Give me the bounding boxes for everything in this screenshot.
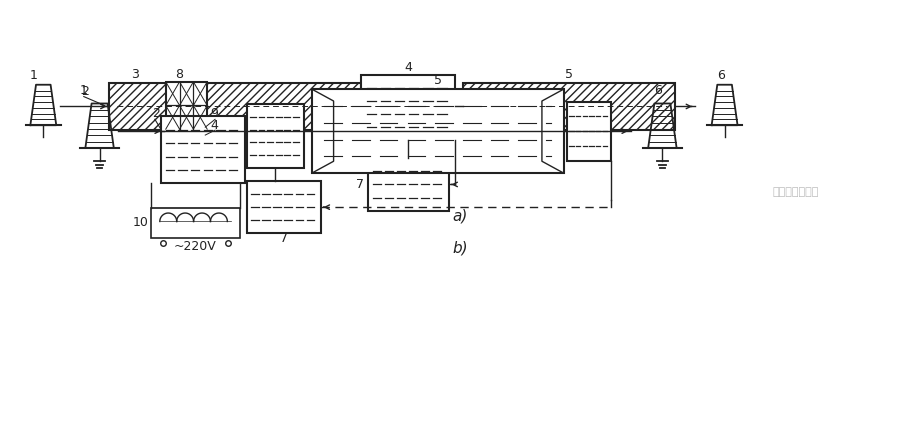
Text: 8: 8 [176, 68, 183, 81]
Text: 2: 2 [152, 107, 159, 120]
Bar [311, 89, 563, 173]
Text: 3: 3 [131, 68, 139, 81]
Text: 6: 6 [716, 69, 725, 82]
Text: 5: 5 [565, 68, 573, 81]
Bar [246, 181, 321, 233]
Bar [463, 83, 675, 130]
Text: 10: 10 [133, 216, 149, 230]
Bar [246, 104, 304, 168]
Text: 7: 7 [279, 232, 288, 245]
Text: 5: 5 [434, 74, 442, 87]
Bar [151, 208, 240, 238]
Text: 2: 2 [81, 84, 89, 98]
Text: 4: 4 [404, 61, 412, 74]
Bar [567, 102, 611, 161]
Bar [109, 83, 361, 130]
Text: 1: 1 [80, 84, 88, 97]
Text: a): a) [453, 209, 468, 224]
Text: 4: 4 [210, 119, 218, 132]
Text: ~220V: ~220V [174, 240, 217, 253]
Bar [367, 158, 449, 211]
Text: 7: 7 [355, 178, 364, 191]
Bar [161, 116, 245, 183]
Text: 6: 6 [655, 84, 662, 97]
Bar [166, 82, 207, 129]
Text: 9: 9 [210, 107, 218, 120]
Text: 每天学点热处理: 每天学点热处理 [772, 187, 819, 197]
Bar [361, 75, 455, 140]
Text: 1: 1 [29, 69, 38, 82]
Text: b): b) [453, 241, 468, 256]
